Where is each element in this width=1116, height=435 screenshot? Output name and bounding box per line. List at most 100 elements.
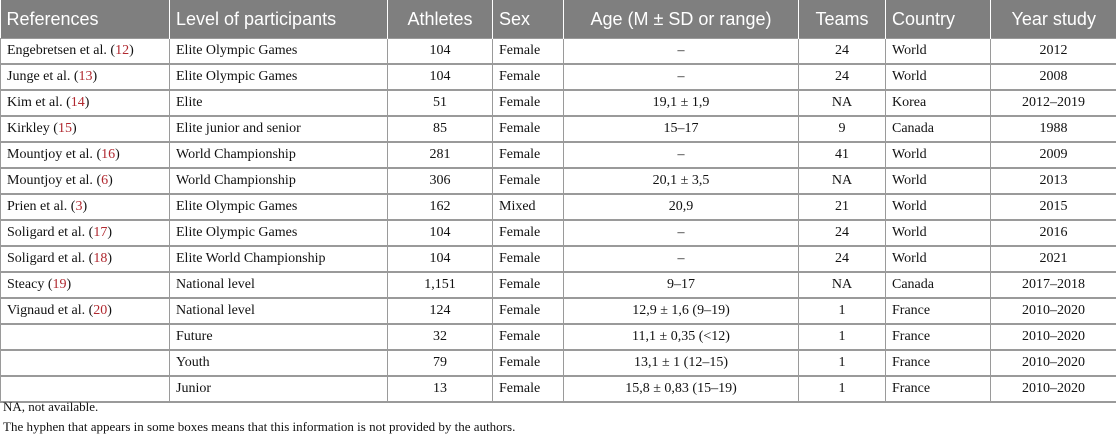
cell-sex: Female bbox=[492, 219, 564, 247]
cell-level: National level bbox=[169, 271, 388, 299]
cell-reference: Kirkley (15) bbox=[0, 115, 170, 143]
table-row: Soligard et al. (17) Elite Olympic Games 1… bbox=[0, 219, 1116, 247]
table-row: Youth 79 Female 13,1 ± 1 (12–15) 1 France 2010… bbox=[0, 349, 1116, 377]
cell-teams: NA bbox=[798, 89, 886, 117]
reference-author: Mountjoy et al. bbox=[7, 173, 93, 188]
cell-year: 2015 bbox=[990, 193, 1116, 221]
cell-year: 2012–2019 bbox=[990, 89, 1116, 117]
reference-author: Soligard et al. bbox=[7, 225, 86, 240]
cell-sex: Female bbox=[492, 271, 564, 299]
cell-sex: Female bbox=[492, 89, 564, 117]
header-references: References bbox=[0, 0, 170, 39]
cell-year: 1988 bbox=[990, 115, 1116, 143]
citation-link[interactable]: 15 bbox=[57, 121, 72, 136]
cell-athletes: 32 bbox=[387, 323, 493, 351]
table-row: Kim et al. (14) Elite 51 Female 19,1 ± 1,9 NA… bbox=[0, 89, 1116, 117]
cell-age: – bbox=[563, 245, 799, 273]
cell-country: France bbox=[885, 323, 991, 351]
cell-athletes: 85 bbox=[387, 115, 493, 143]
cell-athletes: 13 bbox=[387, 375, 493, 403]
cell-sex: Female bbox=[492, 349, 564, 377]
cell-teams: 24 bbox=[798, 38, 886, 65]
cell-athletes: 51 bbox=[387, 89, 493, 117]
citation-link[interactable]: 18 bbox=[93, 251, 108, 266]
table-row: Junge et al. (13) Elite Olympic Games 104 F… bbox=[0, 63, 1116, 91]
cell-reference: Steacy (19) bbox=[0, 271, 170, 299]
table-row: Junior 13 Female 15,8 ± 0,83 (15–19) 1 France… bbox=[0, 375, 1116, 403]
table-row: Mountjoy et al. (16) World Championship 28… bbox=[0, 141, 1116, 169]
header-level: Level of participants bbox=[169, 0, 388, 39]
citation-link[interactable]: 19 bbox=[52, 277, 67, 292]
cell-country: World bbox=[885, 167, 991, 195]
cell-athletes: 104 bbox=[387, 219, 493, 247]
cell-teams: 24 bbox=[798, 219, 886, 247]
cell-level: Elite Olympic Games bbox=[169, 38, 388, 65]
reference-author: Steacy bbox=[7, 277, 45, 292]
cell-level: Elite bbox=[169, 89, 388, 117]
table-body: Engebretsen et al. (12) Elite Olympic Gam… bbox=[0, 38, 1116, 403]
cell-year: 2008 bbox=[990, 63, 1116, 91]
cell-teams: 1 bbox=[798, 297, 886, 325]
cell-country: Korea bbox=[885, 89, 991, 117]
cell-age: – bbox=[563, 141, 799, 169]
cell-year: 2010–2020 bbox=[990, 323, 1116, 351]
citation-link[interactable]: 17 bbox=[93, 225, 108, 240]
cell-level: World Championship bbox=[169, 167, 388, 195]
cell-country: Canada bbox=[885, 271, 991, 299]
cell-year: 2010–2020 bbox=[990, 375, 1116, 403]
cell-reference: Junge et al. (13) bbox=[0, 63, 170, 91]
cell-reference: Soligard et al. (17) bbox=[0, 219, 170, 247]
cell-country: France bbox=[885, 349, 991, 377]
cell-level: Future bbox=[169, 323, 388, 351]
header-age: Age (M ± SD or range) bbox=[563, 0, 799, 39]
cell-sex: Female bbox=[492, 63, 564, 91]
cell-year: 2017–2018 bbox=[990, 271, 1116, 299]
citation-link[interactable]: 16 bbox=[101, 147, 116, 162]
citation-link[interactable]: 3 bbox=[75, 199, 83, 214]
cell-year: 2010–2020 bbox=[990, 349, 1116, 377]
cell-reference bbox=[0, 323, 170, 351]
cell-age: – bbox=[563, 219, 799, 247]
cell-age: 15,8 ± 0,83 (15–19) bbox=[563, 375, 799, 403]
header-sex: Sex bbox=[492, 0, 564, 39]
cell-level: Elite junior and senior bbox=[169, 115, 388, 143]
cell-teams: 41 bbox=[798, 141, 886, 169]
reference-author: Mountjoy et al. bbox=[7, 147, 93, 162]
cell-athletes: 124 bbox=[387, 297, 493, 325]
cell-country: World bbox=[885, 141, 991, 169]
header-teams: Teams bbox=[798, 0, 886, 39]
table-row: Mountjoy et al. (6) World Championship 306… bbox=[0, 167, 1116, 195]
cell-teams: 9 bbox=[798, 115, 886, 143]
cell-reference: Kim et al. (14) bbox=[0, 89, 170, 117]
cell-reference: Engebretsen et al. (12) bbox=[0, 38, 170, 65]
cell-reference: Mountjoy et al. (16) bbox=[0, 141, 170, 169]
cell-teams: 1 bbox=[798, 323, 886, 351]
cell-year: 2012 bbox=[990, 38, 1116, 65]
cell-sex: Mixed bbox=[492, 193, 564, 221]
citation-link[interactable]: 12 bbox=[115, 43, 130, 58]
cell-teams: 1 bbox=[798, 375, 886, 403]
cell-athletes: 79 bbox=[387, 349, 493, 377]
citation-link[interactable]: 14 bbox=[70, 95, 85, 110]
table-row: Engebretsen et al. (12) Elite Olympic Gam… bbox=[0, 38, 1116, 65]
cell-athletes: 306 bbox=[387, 167, 493, 195]
header-athletes: Athletes bbox=[387, 0, 493, 39]
cell-level: Youth bbox=[169, 349, 388, 377]
references-table: References Level of participants Athlete… bbox=[0, 0, 1116, 403]
cell-sex: Female bbox=[492, 245, 564, 273]
cell-sex: Female bbox=[492, 115, 564, 143]
cell-country: Canada bbox=[885, 115, 991, 143]
cell-country: World bbox=[885, 193, 991, 221]
cell-level: Junior bbox=[169, 375, 388, 403]
cell-sex: Female bbox=[492, 167, 564, 195]
citation-link[interactable]: 6 bbox=[101, 173, 109, 188]
cell-athletes: 281 bbox=[387, 141, 493, 169]
cell-country: World bbox=[885, 38, 991, 65]
table-row: Soligard et al. (18) Elite World Champion… bbox=[0, 245, 1116, 273]
citation-link[interactable]: 20 bbox=[93, 303, 108, 318]
table-row: Steacy (19) National level 1,151 Female 9–17… bbox=[0, 271, 1116, 299]
citation-link[interactable]: 13 bbox=[78, 69, 93, 84]
table-row: Kirkley (15) Elite junior and senior 85 Fem… bbox=[0, 115, 1116, 143]
cell-year: 2016 bbox=[990, 219, 1116, 247]
cell-level: Elite World Championship bbox=[169, 245, 388, 273]
